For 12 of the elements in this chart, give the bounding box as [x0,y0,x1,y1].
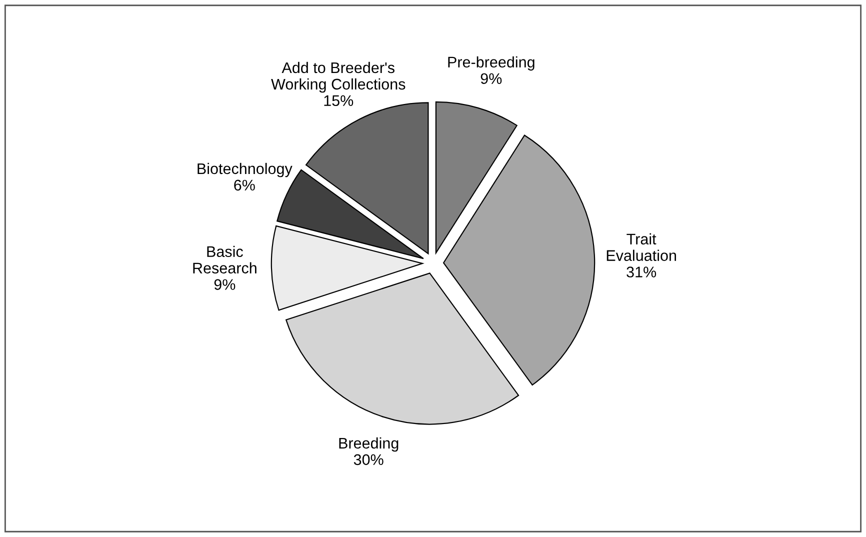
slice-label: Pre-breeding [448,56,534,71]
slice-label: Breeding [339,437,398,452]
data-label: 31% [626,266,656,278]
data-label: 30% [354,454,384,466]
slice-label: Basic Research [193,246,256,274]
slice-label: Biotechnology [198,162,292,178]
data-label: 6% [234,180,255,191]
slice-label: Trait Evaluation [606,233,676,261]
data-label: 9% [214,279,236,290]
slice-label: Add to Breeder's Working Collections [271,62,406,93]
data-label: 9% [480,73,502,84]
data-label: 15% [324,95,354,106]
